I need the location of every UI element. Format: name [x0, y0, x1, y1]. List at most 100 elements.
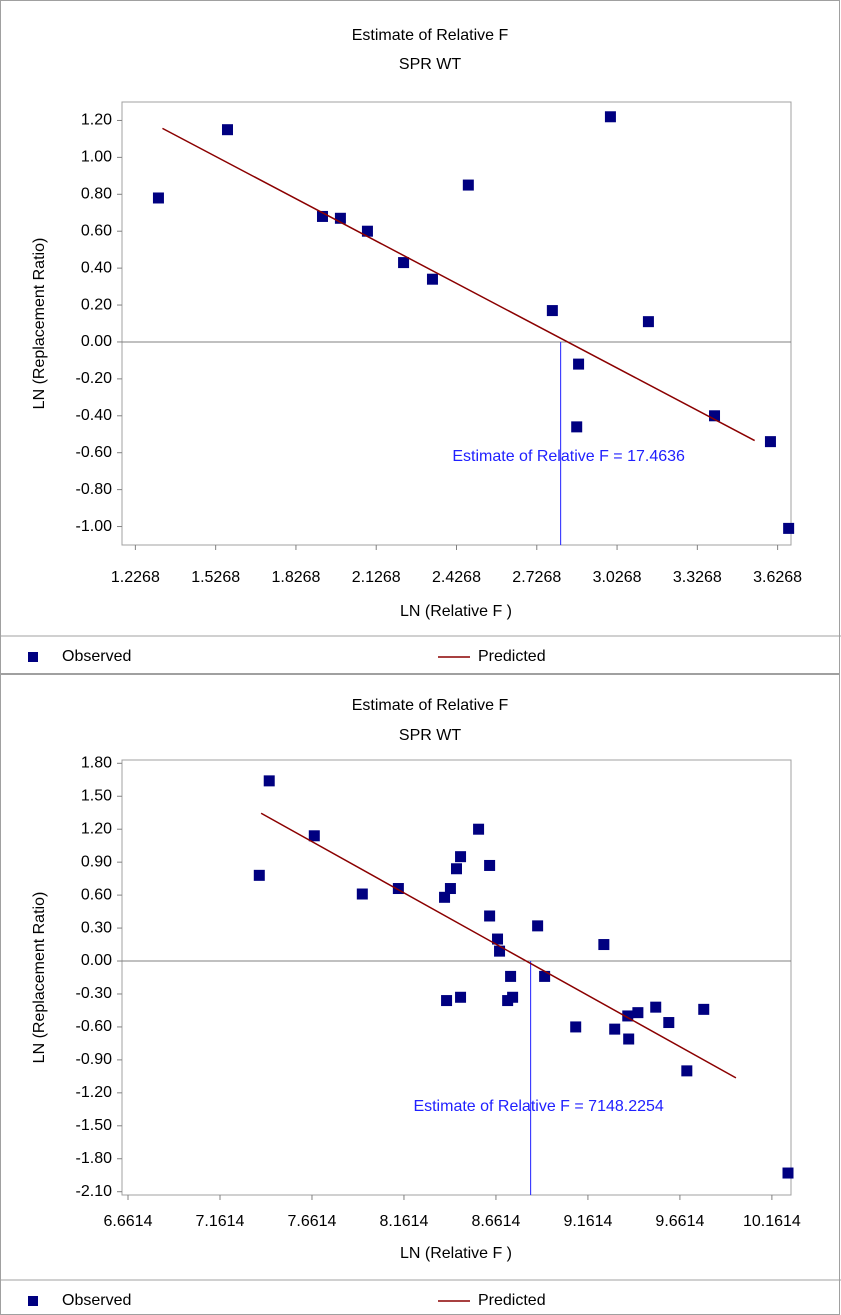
data-point — [361, 225, 373, 237]
data-point — [316, 210, 328, 222]
x-tick-label: 2.1268 — [352, 569, 401, 586]
estimate-label: Estimate of Relative F = 7148.2254 — [413, 1098, 663, 1115]
data-point — [570, 1021, 582, 1033]
legend-label: Observed — [62, 648, 131, 665]
data-point — [598, 939, 610, 951]
data-point — [221, 124, 233, 136]
legend-label: Observed — [62, 1292, 131, 1309]
x-tick-label: 3.3268 — [673, 569, 722, 586]
predicted-line — [162, 127, 756, 442]
legend-marker — [28, 1296, 38, 1306]
data-point — [494, 945, 506, 957]
x-axis-label: LN (Relative F ) — [400, 603, 512, 620]
plot-area — [121, 101, 792, 546]
data-point — [681, 1065, 693, 1077]
y-tick-label: 1.50 — [81, 787, 112, 804]
legend-label: Predicted — [478, 1292, 546, 1309]
data-point — [650, 1001, 662, 1013]
data-point — [573, 358, 585, 370]
data-point — [484, 910, 496, 922]
y-tick-label: 0.90 — [81, 853, 112, 870]
x-tick-label: 8.1614 — [379, 1213, 428, 1230]
y-tick-label: 1.20 — [81, 112, 112, 129]
data-point — [783, 522, 795, 534]
data-point — [622, 1010, 634, 1022]
data-point — [398, 257, 410, 269]
data-point — [532, 920, 544, 932]
legend-marker — [28, 652, 38, 662]
y-tick-label: -1.80 — [76, 1150, 113, 1167]
data-point — [462, 179, 474, 191]
data-point — [455, 991, 467, 1003]
x-axis-label: LN (Relative F ) — [400, 1245, 512, 1262]
data-point — [604, 111, 616, 123]
x-tick-label: 3.6268 — [753, 569, 802, 586]
data-point — [308, 830, 320, 842]
x-tick-label: 6.6614 — [104, 1213, 153, 1230]
data-point — [426, 273, 438, 285]
data-point — [539, 970, 551, 982]
data-point — [334, 212, 346, 224]
y-tick-label: 1.20 — [81, 820, 112, 837]
data-point — [253, 869, 265, 881]
data-point — [444, 883, 456, 895]
data-point — [642, 316, 654, 328]
x-tick-label: 10.1614 — [743, 1213, 801, 1230]
x-tick-label: 2.7268 — [512, 569, 561, 586]
data-point — [709, 410, 721, 422]
y-tick-label: -0.60 — [76, 444, 113, 461]
y-tick-label: 1.80 — [81, 755, 112, 772]
data-point — [623, 1033, 635, 1045]
data-point — [782, 1167, 794, 1179]
x-tick-label: 9.6614 — [655, 1213, 704, 1230]
data-point — [698, 1003, 710, 1015]
y-tick-label: -0.30 — [76, 985, 113, 1002]
y-tick-label: -1.00 — [76, 518, 113, 535]
data-point — [356, 888, 368, 900]
data-point — [571, 421, 583, 433]
data-point — [484, 859, 496, 871]
x-tick-label: 1.2268 — [111, 569, 160, 586]
data-point — [263, 775, 275, 787]
predicted-line — [260, 812, 737, 1079]
data-point — [609, 1023, 621, 1035]
y-tick-label: -0.60 — [76, 1018, 113, 1035]
y-tick-label: 0.20 — [81, 296, 112, 313]
data-point — [546, 305, 558, 317]
chart-subtitle: SPR WT — [399, 56, 461, 73]
data-point — [441, 995, 453, 1007]
y-tick-label: 0.80 — [81, 186, 112, 203]
chart-panel: Estimate of Relative F SPR WT LN (Relative… — [0, 674, 841, 1315]
y-tick-label: 0.00 — [81, 952, 112, 969]
y-axis-label: LN (Replacement Ratio) — [31, 892, 48, 1064]
data-point — [473, 823, 485, 835]
x-tick-label: 8.6614 — [471, 1213, 520, 1230]
panel-frame — [0, 0, 840, 674]
y-tick-label: -1.20 — [76, 1084, 113, 1101]
chart-title: Estimate of Relative F — [352, 27, 509, 44]
x-tick-label: 7.1614 — [196, 1213, 245, 1230]
data-point — [451, 863, 462, 875]
y-tick-label: -0.40 — [76, 407, 113, 424]
data-point — [392, 883, 404, 895]
data-point — [764, 436, 776, 448]
x-tick-label: 1.8268 — [271, 569, 320, 586]
estimate-label: Estimate of Relative F = 17.4636 — [452, 448, 685, 465]
y-tick-label: 0.60 — [81, 222, 112, 239]
chart-panel: Estimate of Relative F SPR WT LN (Relative… — [0, 0, 841, 674]
y-tick-label: -1.50 — [76, 1117, 113, 1134]
x-tick-label: 2.4268 — [432, 569, 481, 586]
data-point — [439, 891, 451, 903]
y-tick-label: -2.10 — [76, 1183, 113, 1200]
x-tick-label: 1.5268 — [191, 569, 240, 586]
y-tick-label: -0.20 — [76, 370, 113, 387]
data-point — [507, 991, 519, 1003]
y-tick-label: 0.60 — [81, 886, 112, 903]
chart-subtitle: SPR WT — [399, 727, 461, 744]
y-tick-label: 1.00 — [81, 149, 112, 166]
data-point — [663, 1017, 675, 1029]
x-tick-label: 9.1614 — [563, 1213, 612, 1230]
data-point — [492, 933, 504, 945]
plot-area — [121, 759, 792, 1196]
y-axis-label: LN (Replacement Ratio) — [31, 238, 48, 410]
